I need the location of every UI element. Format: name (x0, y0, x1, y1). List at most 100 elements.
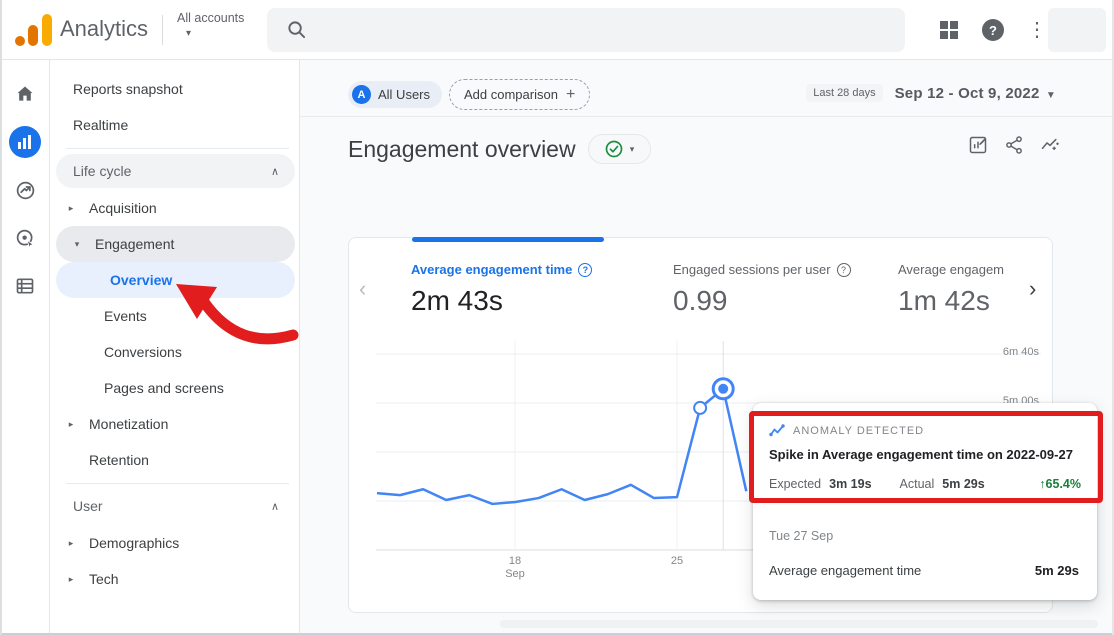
add-comparison-button[interactable]: Add comparison + (449, 79, 591, 110)
anomaly-badge: ANOMALY DETECTED (793, 424, 925, 437)
avatar[interactable] (1048, 8, 1106, 52)
sidebar-item-monetization[interactable]: ▸ Monetization (50, 406, 299, 442)
metric-card-average-engagement-truncated[interactable]: Average engagem 1m 42s (898, 262, 1026, 317)
metric-label: Average engagement time (411, 262, 573, 277)
help-circle-icon[interactable]: ? (578, 262, 593, 277)
x-tick-day: 25 (670, 555, 684, 567)
tooltip-metric-value: 5m 29s (1034, 563, 1079, 578)
sidebar-item-label: Monetization (89, 416, 169, 432)
date-range-text: Sep 12 - Oct 9, 2022 (894, 84, 1040, 102)
report-status-pill[interactable]: ▾ (588, 134, 651, 164)
sidebar-item-label: Retention (89, 452, 149, 468)
sidebar-item-tech[interactable]: ▸ Tech (50, 561, 299, 597)
collapse-caret-icon: ▾ (74, 238, 80, 249)
engagement-line-layer (376, 341, 748, 550)
share-icon[interactable] (1004, 135, 1024, 155)
expected-value: 3m 19s (829, 477, 872, 491)
apps-grid-icon[interactable] (938, 19, 960, 41)
section-header-life-cycle[interactable]: Life cycle ∧ (56, 154, 295, 188)
header-divider (300, 116, 1114, 117)
sidebar-item-label: Overview (110, 272, 173, 288)
actual-label: Actual (899, 477, 935, 491)
sidebar-item-events[interactable]: Events (50, 298, 299, 334)
sidebar-item-overview[interactable]: Overview (56, 262, 295, 298)
left-icon-rail (0, 60, 50, 635)
sidebar-item-label: Pages and screens (104, 380, 224, 396)
advertising-icon[interactable] (7, 220, 43, 256)
sidebar-item-label: Engagement (95, 236, 175, 252)
sidebar-item-conversions[interactable]: Conversions (50, 334, 299, 370)
carousel-next-button[interactable]: › (1029, 276, 1037, 301)
audience-chip-all-users[interactable]: A All Users (348, 81, 443, 108)
reports-nav-panel: Reports snapshot Realtime Life cycle ∧ ▸… (50, 60, 300, 635)
expected-label: Expected (769, 477, 822, 491)
metric-card-engaged-sessions-per-user[interactable]: Engaged sessions per user ? 0.99 (673, 262, 851, 317)
anomaly-headline: Spike in Average engagement time on 2022… (769, 447, 1073, 462)
x-tick-day: 18 (508, 555, 522, 567)
sidebar-item-pages-and-screens[interactable]: Pages and screens (50, 370, 299, 406)
search-input[interactable] (267, 8, 905, 52)
section-label: Life cycle (73, 163, 132, 179)
analytics-logo-icon (15, 14, 52, 46)
expand-caret-icon: ▸ (68, 537, 74, 548)
sidebar-item-demographics[interactable]: ▸ Demographics (50, 525, 299, 561)
date-caret-icon: ▼ (1045, 89, 1056, 101)
topbar-divider (162, 15, 163, 45)
expand-caret-icon: ▸ (68, 202, 74, 213)
top-app-bar: Analytics All accounts ▾ ? ⋮ (0, 0, 1114, 60)
page-title: Engagement overview (348, 136, 576, 162)
date-range-selector[interactable]: Sep 12 - Oct 9, 2022 ▼ (895, 85, 1056, 102)
sidebar-item-realtime[interactable]: Realtime (50, 107, 299, 143)
collapse-chevron-icon: ∧ (270, 165, 279, 178)
kebab-menu-icon[interactable]: ⋮ (1027, 19, 1047, 41)
account-selector-caret-icon[interactable]: ▾ (186, 28, 192, 39)
carousel-prev-button[interactable]: ‹ (359, 276, 367, 301)
sidebar-item-label: Conversions (104, 344, 182, 360)
customize-report-icon[interactable] (968, 135, 988, 155)
section-header-user[interactable]: User ∧ (56, 489, 295, 523)
selected-metric-indicator (412, 237, 604, 242)
sidebar-item-label: Demographics (89, 535, 180, 551)
sidebar-item-label: Reports snapshot (73, 81, 183, 97)
sidebar-item-retention[interactable]: Retention (50, 442, 299, 478)
product-name: Analytics (60, 16, 149, 41)
x-tick-month: Sep (505, 568, 525, 580)
help-circle-icon[interactable]: ? (836, 262, 851, 277)
explore-icon[interactable] (7, 172, 43, 208)
google-analytics-logo[interactable] (14, 13, 54, 47)
metric-card-average-engagement-time[interactable]: Average engagement time ? 2m 43s (411, 262, 593, 317)
reports-icon[interactable] (9, 126, 41, 158)
tooltip-metric-label: Average engagement time (769, 563, 922, 578)
change-percent-badge: ↑65.4% (1039, 477, 1081, 491)
help-icon[interactable]: ? (982, 19, 1004, 41)
sidebar-item-reports-snapshot[interactable]: Reports snapshot (50, 71, 299, 107)
add-comparison-label: Add comparison (464, 87, 558, 102)
sidebar-item-label: Realtime (73, 117, 129, 133)
home-icon[interactable] (7, 76, 43, 112)
sidebar-item-label: Events (104, 308, 147, 324)
status-caret-icon: ▾ (629, 143, 635, 154)
audience-avatar: A (352, 85, 371, 104)
plus-icon: + (565, 85, 576, 103)
sidebar-item-engagement[interactable]: ▾ Engagement (56, 226, 295, 262)
nav-divider (66, 148, 289, 149)
sidebar-item-label: Tech (89, 571, 119, 587)
sidebar-item-label: Acquisition (89, 200, 157, 216)
section-label: User (73, 498, 103, 514)
date-range-shortcut-badge: Last 28 days (806, 84, 883, 102)
horizontal-scrollbar[interactable] (500, 620, 1098, 628)
expand-caret-icon: ▸ (68, 418, 74, 429)
sidebar-item-acquisition[interactable]: ▸ Acquisition (50, 190, 299, 226)
search-icon (288, 21, 306, 39)
metric-label: Average engagem (898, 262, 1005, 277)
library-icon[interactable] (7, 268, 43, 304)
actual-value: 5m 29s (942, 477, 985, 491)
account-selector[interactable]: All accounts (177, 11, 245, 25)
metric-value: 2m 43s (411, 285, 503, 316)
metric-value: 1m 42s (898, 285, 990, 316)
nav-divider (66, 483, 289, 484)
x-axis-tick: 25 (655, 555, 699, 568)
check-circle-icon (605, 140, 623, 158)
insights-icon[interactable] (1040, 135, 1060, 155)
